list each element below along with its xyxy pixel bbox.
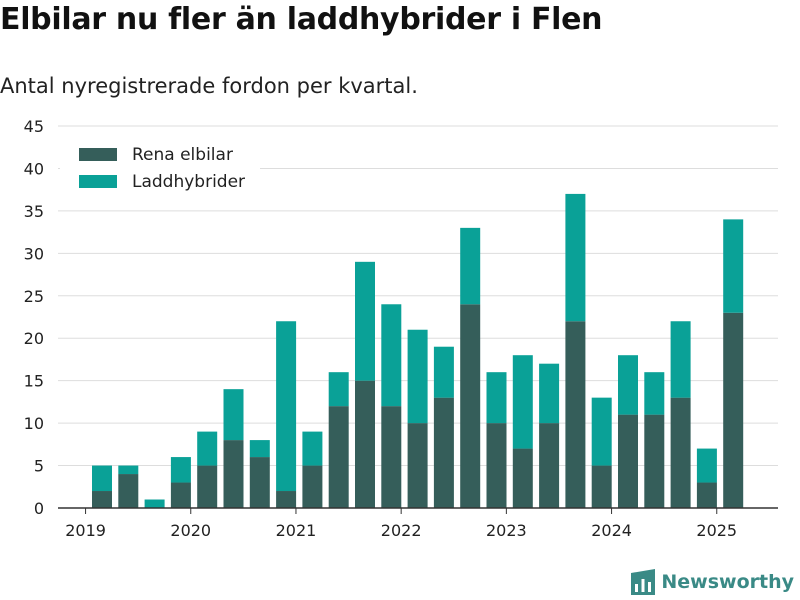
y-tick-label: 20 (24, 329, 44, 348)
bar-rena-elbilar (696, 482, 717, 508)
chart-title: Elbilar nu fler än laddhybrider i Flen (0, 2, 603, 37)
bar-rena-elbilar (512, 448, 533, 508)
bar-rena-elbilar (249, 457, 270, 508)
bar-rena-elbilar (618, 414, 638, 508)
bar-laddhybrider (433, 346, 454, 398)
legend-label-rena-elbilar: Rena elbilar (132, 145, 233, 165)
bar-laddhybrider (723, 219, 744, 313)
bar-laddhybrider (118, 465, 139, 475)
x-tick-label: 2019 (65, 521, 106, 540)
x-tick-label: 2025 (696, 521, 737, 540)
brand-name: Newsworthy (661, 571, 794, 593)
bar-laddhybrider (276, 321, 297, 492)
x-tick-label: 2021 (276, 521, 317, 540)
bar-rena-elbilar (644, 414, 665, 508)
bar-rena-elbilar (407, 423, 428, 508)
legend-swatch-rena-elbilar (79, 148, 117, 161)
x-tick-label: 2024 (591, 521, 632, 540)
bar-rena-elbilar (381, 406, 402, 508)
bar-laddhybrider (302, 431, 323, 466)
x-tick-label: 2022 (381, 521, 422, 540)
bar-laddhybrider (328, 372, 349, 407)
bar-laddhybrider (618, 355, 638, 415)
bar-rena-elbilar (118, 474, 139, 508)
bar-laddhybrider (249, 440, 270, 458)
bar-laddhybrider (92, 465, 112, 492)
bar-rena-elbilar (355, 380, 375, 508)
bar-rena-elbilar (197, 465, 218, 508)
bar-rena-elbilar (302, 465, 323, 508)
bar-rena-elbilar (591, 465, 612, 508)
bar-laddhybrider (644, 372, 665, 415)
bar-laddhybrider (144, 499, 165, 508)
bar-laddhybrider (591, 397, 612, 466)
bar-rena-elbilar (223, 440, 244, 508)
bar-rena-elbilar (539, 423, 560, 508)
bar-rena-elbilar (460, 304, 481, 508)
y-tick-label: 10 (24, 414, 44, 433)
bar-laddhybrider (696, 448, 717, 483)
bar-rena-elbilar (486, 423, 507, 508)
bar-laddhybrider (381, 304, 402, 407)
bar-rena-elbilar (276, 491, 297, 508)
bar-laddhybrider (355, 261, 375, 381)
x-tick-label: 2020 (170, 521, 211, 540)
y-tick-label: 30 (24, 244, 44, 263)
y-tick-label: 40 (24, 159, 44, 178)
legend-swatch-laddhybrider (79, 175, 117, 188)
bar-rena-elbilar (170, 482, 191, 508)
y-tick-label: 0 (34, 499, 44, 518)
bar-laddhybrider (170, 457, 191, 483)
x-tick-label: 2023 (486, 521, 527, 540)
y-tick-label: 25 (24, 287, 44, 306)
bar-rena-elbilar (723, 312, 744, 508)
y-tick-label: 15 (24, 372, 44, 391)
bar-laddhybrider (407, 329, 428, 424)
y-tick-label: 35 (24, 202, 44, 221)
bar-rena-elbilar (670, 397, 691, 508)
bar-laddhybrider (565, 193, 586, 322)
bar-laddhybrider (486, 372, 507, 424)
bars (92, 193, 744, 508)
bar-laddhybrider (670, 321, 691, 398)
bar-laddhybrider (512, 355, 533, 449)
brand-logo: Newsworthy (631, 569, 794, 595)
y-tick-label: 5 (34, 457, 44, 476)
bar-laddhybrider (460, 227, 481, 305)
chart-subtitle: Antal nyregistrerade fordon per kvartal. (0, 74, 418, 98)
bar-chart-logo-icon (631, 569, 656, 595)
legend: Rena elbilar Laddhybrider (60, 138, 260, 200)
bar-laddhybrider (223, 389, 244, 441)
bar-rena-elbilar (92, 491, 112, 508)
bar-rena-elbilar (565, 321, 586, 508)
bar-rena-elbilar (328, 406, 349, 508)
bar-laddhybrider (197, 431, 218, 466)
legend-label-laddhybrider: Laddhybrider (132, 172, 245, 192)
bar-rena-elbilar (433, 397, 454, 508)
bar-laddhybrider (539, 363, 560, 424)
y-tick-label: 45 (24, 117, 44, 136)
